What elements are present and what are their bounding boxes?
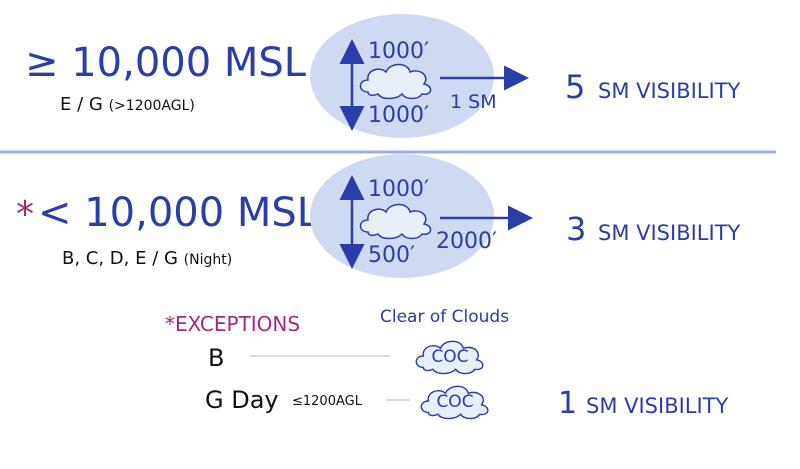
classes-note: (Night) (184, 252, 233, 268)
below-distance: 1000′ (368, 103, 429, 128)
cloud-label: COC (431, 347, 468, 367)
exception-class: G Day (205, 386, 279, 414)
below-distance: 500′ (368, 243, 415, 268)
visibility-number: 1 (558, 386, 577, 421)
cloud-label: COC (436, 392, 473, 412)
exception-note: ≤1200AGL (292, 394, 363, 409)
exception-class: B (208, 344, 224, 372)
classes: E / G (>1200AGL) (60, 94, 195, 115)
altitude: ≥ 10,000 MSL (25, 40, 307, 86)
above-distance: 1000′ (368, 39, 429, 64)
visibility-unit: SM VISIBILITY (598, 221, 741, 245)
legend: Clear of Clouds (380, 307, 509, 327)
marker: * (16, 194, 34, 235)
visibility-unit: SM VISIBILITY (586, 394, 729, 418)
visibility-number: 3 (566, 210, 586, 248)
classes: B, C, D, E / G (Night) (62, 248, 232, 269)
classes-text: E / G (60, 94, 103, 115)
classes-note: (>1200AGL) (109, 98, 195, 114)
classes-text: B, C, D, E / G (62, 248, 178, 269)
altitude: < 10,000 MSL (38, 190, 320, 236)
exceptions-title: *EXCEPTIONS (165, 312, 300, 336)
visibility-unit: SM VISIBILITY (598, 79, 741, 103)
visibility-number: 5 (565, 68, 585, 106)
above-distance: 1000′ (368, 177, 429, 202)
horizontal-distance: 1 SM (450, 91, 497, 113)
horizontal-distance: 2000′ (436, 229, 497, 254)
